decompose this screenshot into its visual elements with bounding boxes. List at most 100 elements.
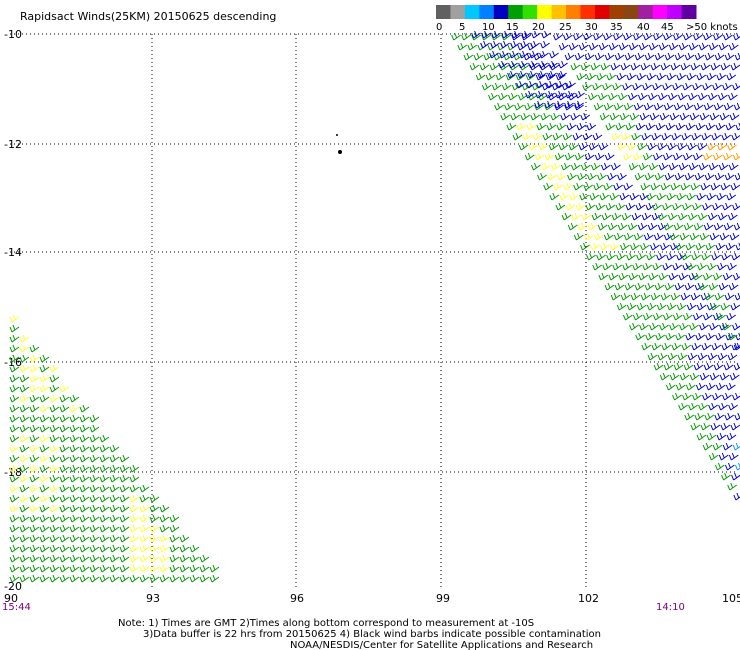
wind-barb [716,312,726,321]
wind-barb [693,32,703,41]
wind-barb [534,100,544,109]
wind-barb [705,122,716,131]
wind-barb [528,60,538,69]
wind-barb [99,434,110,443]
wind-barb [501,82,512,91]
wind-barb [89,574,100,583]
wind-barb [511,82,522,91]
latitude-label: -18 [4,466,22,479]
wind-barb [690,422,701,431]
wind-barb [701,252,712,261]
wind-barb [663,362,674,371]
wind-barb [653,102,664,111]
wind-barb [689,232,700,241]
wind-barb [646,302,657,311]
wind-barb [648,92,658,101]
wind-barb [725,382,736,391]
wind-barb [69,464,80,473]
wind-barb [564,100,574,109]
wind-barb [647,142,657,151]
wind-barb [663,232,674,241]
wind-barb [49,484,60,493]
wind-barb [39,374,50,383]
wind-barb [706,432,717,441]
wind-barb [594,52,605,61]
wind-barb [199,564,210,573]
wind-barb [718,452,729,461]
wind-barb [570,112,581,121]
wind-barb [576,72,587,81]
wind-barb [79,524,90,533]
wind-barb [709,322,719,331]
wind-barb [728,42,739,51]
wind-barb [593,182,603,191]
wind-barb [726,72,737,81]
wind-barb [702,152,713,161]
wind-barb [633,232,644,241]
wind-barb [679,322,689,331]
wind-barb [29,554,40,563]
wind-barb [714,52,725,61]
wind-barb [732,322,740,331]
wind-barb [109,574,120,583]
wind-barb [597,222,608,231]
wind-barb [139,504,150,513]
wind-barb [557,172,567,181]
wind-barb [686,302,697,311]
wind-barb [89,444,100,453]
wind-barb [564,102,574,111]
wind-barb [567,222,578,231]
colorbar-swatch [493,5,509,19]
wind-barb [713,32,723,41]
wind-barb [620,242,630,251]
wind-barb [715,332,726,341]
wind-barb [19,534,30,543]
latitude-label: -20 [4,580,22,593]
wind-barb [666,302,677,311]
wind-barb [696,192,707,201]
colorbar-label: 40 [637,22,650,33]
wind-barb [109,504,120,513]
wind-barb [676,72,687,81]
wind-barb [119,484,130,493]
wind-barb [577,172,587,181]
wind-barb [735,122,740,131]
wind-barb [685,242,696,251]
wind-barb [687,262,697,271]
wind-barb [688,42,699,51]
wind-barb [636,302,647,311]
wind-barb [510,40,520,49]
wind-barb [79,494,90,503]
wind-barb [617,172,627,181]
wind-barb [89,424,100,433]
wind-barb [59,434,70,443]
wind-barb [700,182,711,191]
colorbar-label: 20 [532,22,545,33]
wind-barb [696,432,707,441]
wind-barb [586,252,596,261]
wind-barb [732,272,740,281]
wind-barb [574,52,585,61]
wind-barb [609,192,620,201]
wind-barb [629,322,639,331]
wind-barb [558,142,569,151]
wind-barb [69,564,80,573]
wind-barb [660,292,671,301]
wind-speed-colorbar [436,5,697,19]
wind-barb [577,222,588,231]
wind-barb [69,494,80,503]
wind-barb [718,42,729,51]
wind-barb [79,554,90,563]
wind-barb [9,484,20,493]
wind-barb [670,62,681,71]
wind-barb [69,394,80,403]
wind-barb [451,32,461,41]
wind-barb [538,142,549,151]
wind-barb [729,232,740,241]
wind-barb [732,392,740,401]
wind-barb [612,82,622,91]
wind-barb [650,242,660,251]
wind-barb [643,102,654,111]
wind-barb [39,404,50,413]
wind-barb [49,384,60,393]
